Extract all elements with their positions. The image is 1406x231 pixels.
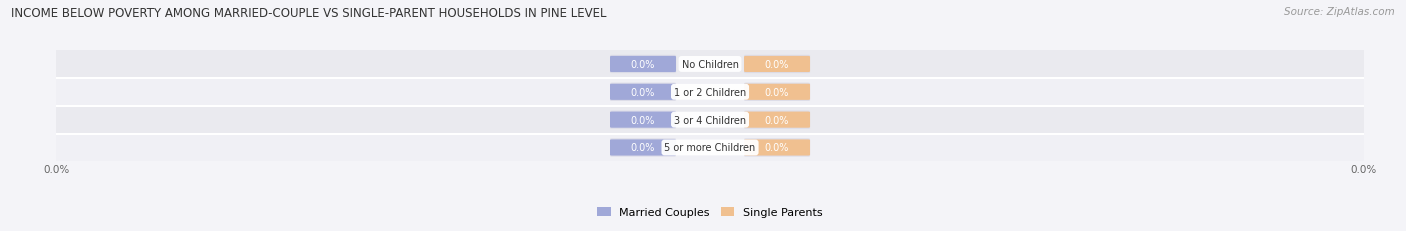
FancyBboxPatch shape bbox=[744, 55, 810, 74]
Legend: Married Couples, Single Parents: Married Couples, Single Parents bbox=[598, 207, 823, 217]
Text: 0.0%: 0.0% bbox=[631, 60, 655, 70]
Text: 0.0%: 0.0% bbox=[765, 60, 789, 70]
FancyBboxPatch shape bbox=[610, 55, 676, 74]
FancyBboxPatch shape bbox=[610, 111, 676, 129]
Text: 1 or 2 Children: 1 or 2 Children bbox=[673, 87, 747, 97]
FancyBboxPatch shape bbox=[610, 140, 676, 156]
FancyBboxPatch shape bbox=[610, 83, 676, 102]
Text: 0.0%: 0.0% bbox=[765, 87, 789, 97]
Text: INCOME BELOW POVERTY AMONG MARRIED-COUPLE VS SINGLE-PARENT HOUSEHOLDS IN PINE LE: INCOME BELOW POVERTY AMONG MARRIED-COUPL… bbox=[11, 7, 607, 20]
FancyBboxPatch shape bbox=[744, 139, 810, 157]
Bar bbox=[56, 51, 1364, 79]
Text: 3 or 4 Children: 3 or 4 Children bbox=[673, 115, 747, 125]
FancyBboxPatch shape bbox=[744, 111, 810, 129]
Bar bbox=[56, 134, 1364, 162]
Text: Source: ZipAtlas.com: Source: ZipAtlas.com bbox=[1284, 7, 1395, 17]
FancyBboxPatch shape bbox=[610, 139, 676, 157]
Bar bbox=[56, 106, 1364, 134]
FancyBboxPatch shape bbox=[744, 83, 810, 102]
FancyBboxPatch shape bbox=[744, 84, 810, 100]
Text: No Children: No Children bbox=[682, 60, 738, 70]
FancyBboxPatch shape bbox=[744, 140, 810, 156]
FancyBboxPatch shape bbox=[610, 84, 676, 100]
FancyBboxPatch shape bbox=[610, 57, 676, 73]
Text: 0.0%: 0.0% bbox=[765, 143, 789, 153]
Text: 0.0%: 0.0% bbox=[765, 115, 789, 125]
FancyBboxPatch shape bbox=[744, 57, 810, 73]
Text: 0.0%: 0.0% bbox=[631, 87, 655, 97]
FancyBboxPatch shape bbox=[744, 112, 810, 128]
Text: 0.0%: 0.0% bbox=[631, 143, 655, 153]
Bar bbox=[56, 79, 1364, 106]
FancyBboxPatch shape bbox=[610, 112, 676, 128]
Text: 0.0%: 0.0% bbox=[631, 115, 655, 125]
Text: 5 or more Children: 5 or more Children bbox=[665, 143, 755, 153]
